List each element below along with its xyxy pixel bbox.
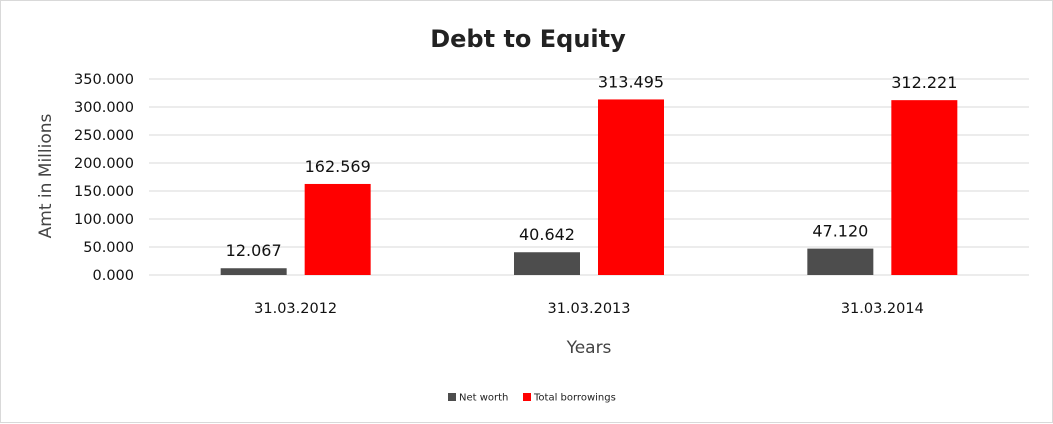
y-tick-label: 150.000 [74,184,134,200]
legend-swatch [448,393,456,401]
y-tick-label: 50.000 [83,240,134,256]
legend-swatch [523,393,531,401]
legend-label: Total borrowings [533,393,616,404]
data-label: 40.642 [519,225,575,244]
data-label: 312.221 [891,73,957,92]
data-label: 12.067 [226,241,282,260]
gridlines [149,78,1029,276]
bar-total-borrowings [304,183,371,275]
y-tick-label: 100.000 [74,212,134,228]
y-axis-ticks: 0.000 50.000 100.000 150.000 200.000 250.000 3… [74,72,134,284]
data-label: 162.569 [305,157,371,176]
legend: Net worth Total borrowings [448,393,616,404]
x-tick-label: 31.03.2014 [841,301,924,317]
bar-net-worth [220,268,287,275]
x-axis-ticks: 31.03.2012 31.03.2013 31.03.2014 [254,301,924,317]
data-label: 313.495 [598,72,664,91]
data-label: 47.120 [812,222,868,241]
bar-total-borrowings [598,99,664,275]
y-tick-label: 250.000 [74,128,134,144]
y-tick-label: 350.000 [74,72,134,88]
x-axis-title: Years [566,338,612,358]
y-axis-title: Amt in Millions [36,113,56,238]
bars [220,99,958,275]
bar-total-borrowings [891,100,958,275]
x-tick-label: 31.03.2012 [254,301,337,317]
bar-net-worth [514,252,580,275]
y-tick-label: 300.000 [74,100,134,116]
bar-net-worth [807,248,874,275]
x-tick-label: 31.03.2013 [547,301,630,317]
legend-label: Net worth [459,393,508,404]
data-labels: 12.067 162.569 40.642 313.495 47.120 312.221 [226,72,958,260]
y-tick-label: 200.000 [74,156,134,172]
y-tick-label: 0.000 [92,268,134,284]
chart-title: Debt to Equity [430,25,626,53]
